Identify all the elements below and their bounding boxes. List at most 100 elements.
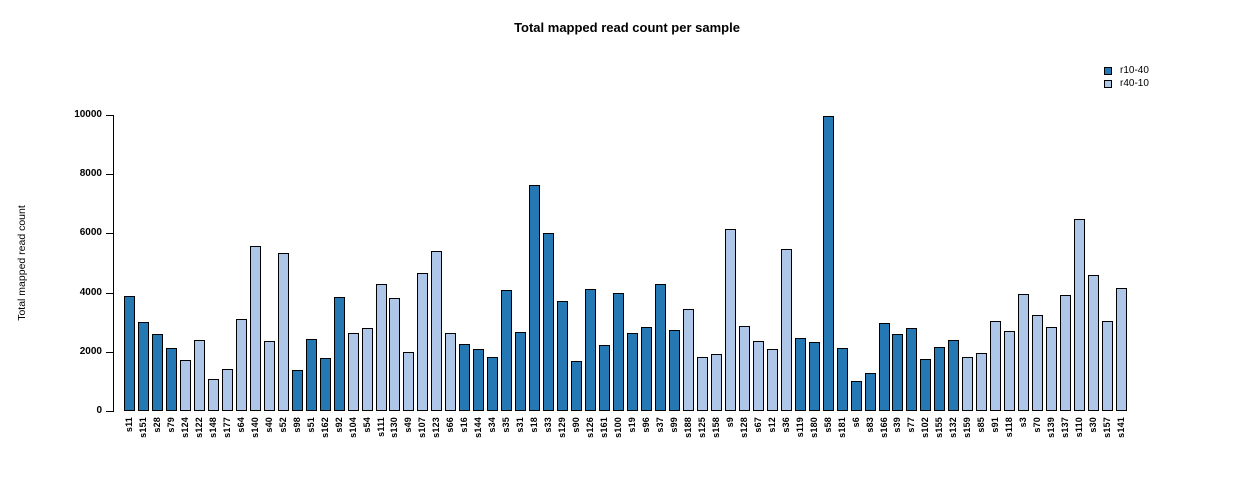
x-tick-label-s148: s148	[207, 417, 218, 438]
bar-s137	[1060, 295, 1072, 411]
bar-s28	[151, 334, 163, 411]
legend-swatch-r10-40	[1104, 66, 1112, 75]
bar-s58	[822, 116, 834, 411]
bar-s49	[403, 351, 415, 411]
bar-s162	[319, 358, 331, 411]
x-tick-label-s33: s33	[543, 417, 554, 433]
x-tick-label-s132: s132	[948, 417, 959, 438]
x-tick-label-s102: s102	[920, 417, 931, 438]
x-tick-label-s181: s181	[836, 417, 847, 438]
bar-s64	[235, 318, 247, 411]
bar-s177	[221, 368, 233, 411]
bar-s51	[305, 338, 317, 411]
x-tick-label-s52: s52	[277, 417, 288, 433]
bar-s130	[389, 297, 401, 411]
x-tick-label-s137: s137	[1060, 417, 1071, 438]
bar-s54	[361, 328, 373, 411]
x-tick-label-s19: s19	[627, 417, 637, 433]
legend-label: r10-40	[1120, 65, 1149, 76]
x-tick-label-s35: s35	[501, 417, 512, 433]
x-tick-label-s111: s111	[375, 417, 386, 437]
x-tick-label-s159: s159	[962, 417, 973, 438]
x-tick-label-s180: s180	[808, 417, 819, 438]
bar-s52	[277, 252, 289, 411]
x-tick-label-s36: s36	[780, 417, 791, 433]
x-tick-label-s99: s99	[668, 417, 679, 433]
bar-s122	[193, 339, 205, 411]
bar-s33	[543, 232, 555, 411]
bar-s161	[599, 344, 611, 411]
x-tick-label-s67: s67	[752, 417, 763, 433]
x-tick-label-s188: s188	[682, 417, 693, 438]
x-tick-label-s96: s96	[640, 417, 651, 433]
bar-s166	[878, 322, 890, 411]
x-tick-label-s18: s18	[529, 417, 540, 433]
x-tick-label-s140: s140	[249, 417, 260, 438]
legend: r10-40 r40-10	[1104, 64, 1149, 90]
bar-s100	[613, 293, 625, 411]
bar-s119	[794, 337, 806, 411]
legend-item: r10-40	[1104, 64, 1149, 77]
bar-s3	[1018, 294, 1030, 411]
bar-s16	[459, 343, 471, 411]
bar-s31	[515, 332, 527, 411]
x-tick-label-s125: s125	[696, 417, 707, 438]
bar-s181	[836, 347, 848, 411]
y-tick-mark	[106, 174, 113, 176]
x-tick-label-s166: s166	[878, 417, 889, 438]
y-tick-mark	[106, 411, 113, 412]
x-tick-label-s130: s130	[389, 417, 400, 438]
legend-swatch-r40-10	[1104, 79, 1112, 88]
x-tick-label-s139: s139	[1046, 417, 1057, 438]
x-tick-label-s54: s54	[361, 417, 372, 433]
bar-s99	[668, 329, 680, 411]
x-tick-label-s37: s37	[654, 417, 665, 433]
bar-s39	[892, 334, 904, 411]
y-tick-label: 10000	[74, 109, 102, 120]
bar-s91	[990, 321, 1002, 411]
x-tick-label-s144: s144	[473, 417, 484, 438]
bar-s70	[1032, 314, 1044, 411]
x-tick-label-s122: s122	[193, 417, 204, 438]
x-tick-label-s107: s107	[417, 417, 428, 438]
y-axis-line	[113, 115, 114, 412]
x-tick-label-s34: s34	[487, 417, 498, 433]
x-tick-label-s83: s83	[864, 417, 875, 433]
bar-s90	[571, 360, 583, 411]
x-tick-label-s28: s28	[151, 417, 162, 433]
y-tick-label: 6000	[79, 227, 102, 239]
y-tick-mark	[106, 115, 113, 116]
bar-s158	[710, 354, 722, 411]
x-tick-label-s40: s40	[263, 417, 274, 433]
y-tick-mark	[106, 351, 113, 353]
bar-s104	[347, 332, 359, 411]
bar-s34	[487, 356, 499, 411]
x-tick-label-s118: s118	[1004, 417, 1015, 438]
bar-s67	[752, 340, 764, 411]
bar-s107	[417, 272, 429, 411]
bar-s110	[1074, 218, 1086, 411]
bar-s12	[766, 348, 778, 411]
x-tick-label-s162: s162	[319, 417, 330, 438]
bar-s124	[179, 359, 191, 411]
bar-s6	[850, 381, 862, 411]
bar-s118	[1004, 330, 1016, 411]
x-tick-label-s9: s9	[724, 417, 735, 428]
bar-s79	[165, 348, 177, 411]
y-tick-label: 2000	[79, 345, 102, 357]
bar-s19	[627, 333, 638, 411]
y-tick-label: 8000	[79, 168, 102, 180]
y-tick-mark	[106, 233, 113, 235]
x-tick-label-s70: s70	[1032, 417, 1043, 433]
x-tick-label-s129: s129	[557, 417, 568, 438]
x-tick-label-s91: s91	[990, 417, 1001, 433]
bar-s148	[207, 378, 219, 411]
x-tick-label-s158: s158	[710, 417, 721, 438]
x-tick-label-s3: s3	[1018, 417, 1029, 428]
x-tick-label-s151: s151	[137, 417, 148, 438]
x-tick-label-s6: s6	[850, 417, 861, 428]
y-tick-label: 4000	[79, 286, 102, 298]
y-tick-label: 0	[96, 405, 102, 416]
x-tick-label-s16: s16	[459, 417, 470, 433]
